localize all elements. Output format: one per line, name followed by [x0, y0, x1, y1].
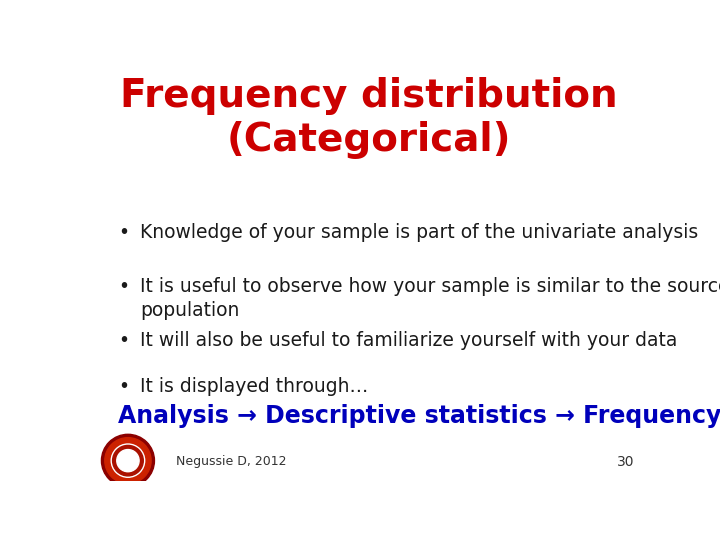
Text: It will also be useful to familiarize yourself with your data: It will also be useful to familiarize yo…: [140, 331, 678, 350]
Text: Analysis → Descriptive statistics → Frequency: Analysis → Descriptive statistics → Freq…: [118, 404, 720, 428]
Ellipse shape: [112, 446, 143, 476]
Text: •: •: [118, 277, 129, 296]
Ellipse shape: [117, 450, 139, 472]
Text: It is useful to observe how your sample is similar to the source
population: It is useful to observe how your sample …: [140, 277, 720, 320]
Text: •: •: [118, 223, 129, 242]
Ellipse shape: [111, 444, 145, 477]
Ellipse shape: [105, 437, 151, 484]
Text: 30: 30: [616, 455, 634, 469]
Text: Negussie D, 2012: Negussie D, 2012: [176, 455, 287, 468]
Ellipse shape: [102, 434, 155, 487]
Text: Frequency distribution
(Categorical): Frequency distribution (Categorical): [120, 77, 618, 159]
Text: Knowledge of your sample is part of the univariate analysis: Knowledge of your sample is part of the …: [140, 223, 698, 242]
Text: It is displayed through…: It is displayed through…: [140, 377, 369, 396]
Text: •: •: [118, 377, 129, 396]
Text: •: •: [118, 331, 129, 350]
